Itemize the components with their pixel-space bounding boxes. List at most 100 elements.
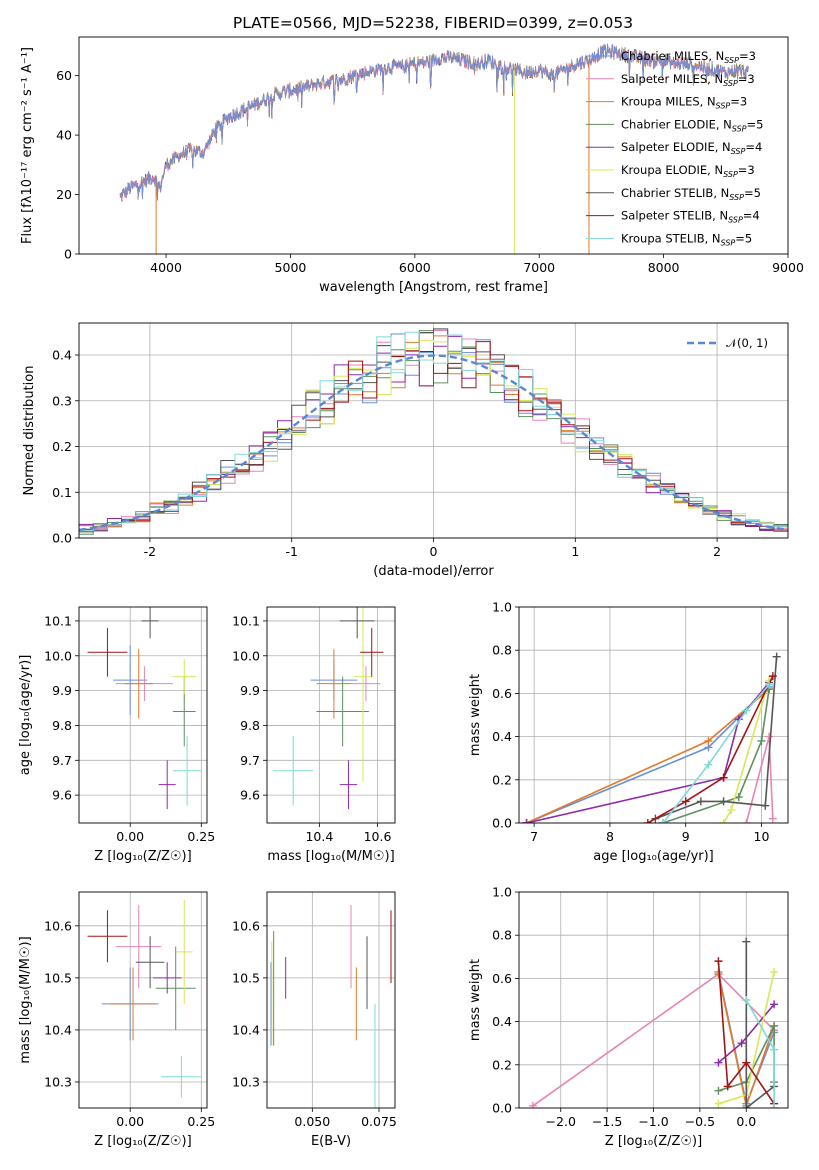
weight-series bbox=[662, 684, 770, 823]
y-tick-label: 10.5 bbox=[44, 970, 72, 985]
weight-marker bbox=[742, 706, 751, 715]
y-tick-label: 10.0 bbox=[44, 648, 72, 663]
spectrum-line bbox=[119, 43, 749, 201]
x-tick-label: 7000 bbox=[523, 260, 555, 275]
weight-marker bbox=[765, 732, 774, 741]
data-point bbox=[172, 659, 196, 695]
legend-entry: 𝒩(0, 1) bbox=[726, 336, 768, 350]
x-tick-label: 10.6 bbox=[364, 829, 392, 844]
y-tick-label: 0.1 bbox=[52, 485, 72, 500]
residual-histogram bbox=[79, 331, 788, 538]
mass_vs_z-grid bbox=[79, 892, 207, 1108]
x-axis-label: E(B-V) bbox=[311, 1134, 351, 1149]
x-tick-label: 0.00 bbox=[116, 829, 144, 844]
y-axis-label: mass [log₁₀(M/M☉)] bbox=[18, 936, 33, 1063]
weight-marker bbox=[696, 797, 705, 806]
y-tick-label: 10.0 bbox=[232, 648, 260, 663]
mass_vs_ebv-chart: 0.050 0.075 10.3 10.4 10.5 10.6 E(B-V) bbox=[232, 891, 397, 1149]
weight-series bbox=[655, 656, 778, 820]
x-tick-label: -2 bbox=[144, 544, 156, 559]
y-tick-label: 10.5 bbox=[232, 970, 260, 985]
weight-marker bbox=[522, 819, 531, 823]
x-tick-label: 8000 bbox=[648, 260, 680, 275]
data-point bbox=[354, 607, 372, 782]
y-tick-label: 9.6 bbox=[52, 788, 72, 803]
weight-marker bbox=[757, 736, 766, 745]
weight-marker bbox=[681, 797, 690, 806]
y-tick-label: 0 bbox=[64, 247, 72, 262]
x-tick-label: 0.075 bbox=[361, 1114, 397, 1129]
data-point bbox=[316, 648, 352, 719]
weight-marker bbox=[643, 819, 652, 823]
y-axis-label: age [log₁₀(age/yr)] bbox=[18, 655, 33, 776]
x-tick-label: −1.0 bbox=[638, 1114, 668, 1129]
y-axis-label: Flux [fλ10⁻¹⁷ erg cm⁻² s⁻¹ A⁻¹] bbox=[20, 47, 35, 244]
mass_weight_vs_z-frame bbox=[518, 891, 789, 1109]
weight-marker bbox=[770, 1045, 779, 1054]
weight-marker bbox=[742, 819, 751, 823]
legend-entry: Salpeter MILES, NSSP=3 bbox=[621, 72, 755, 88]
weight-marker bbox=[719, 773, 728, 782]
data-point bbox=[124, 648, 153, 719]
age_vs_mass-chart: 10.4 10.6 9.6 9.7 9.8 9.9 10.0 10.1 mass [log₁₀(… bbox=[232, 606, 396, 864]
y-tick-label: 0.4 bbox=[492, 1014, 512, 1029]
y-tick-label: 0.0 bbox=[52, 531, 72, 546]
weight-series bbox=[647, 675, 774, 823]
weight-marker bbox=[658, 819, 667, 823]
weight-marker bbox=[737, 1039, 746, 1048]
data-point bbox=[152, 962, 182, 994]
y-tick-label: 10.6 bbox=[44, 918, 72, 933]
data-point bbox=[87, 910, 128, 963]
y-tick-label: 9.7 bbox=[240, 753, 260, 768]
mass_weight_vs_age-grid bbox=[519, 606, 788, 824]
data-point bbox=[161, 1055, 202, 1098]
x-tick-label: 9000 bbox=[772, 260, 804, 275]
y-tick-label: 0.8 bbox=[492, 643, 512, 658]
x-axis-label: age [log₁₀(age/yr)] bbox=[593, 849, 714, 864]
data-point bbox=[360, 627, 384, 677]
x-tick-label: 7 bbox=[530, 829, 538, 844]
age_vs_z-grid bbox=[79, 607, 207, 823]
y-tick-label: 10.3 bbox=[44, 1074, 72, 1089]
y-tick-label: 0.0 bbox=[492, 816, 512, 831]
weight-marker bbox=[714, 1099, 723, 1108]
legend-entry: Salpeter ELODIE, NSSP=4 bbox=[621, 140, 762, 156]
data-point bbox=[113, 645, 148, 715]
mass_weight_vs_age-chart: 7 8 9 10 0.0 0.2 0.4 0.6 0.8 1.0 age [log₁₀(age/yr… bbox=[468, 600, 789, 864]
y-axis-label: Normed distribution bbox=[22, 366, 37, 496]
x-tick-label: 0.00 bbox=[116, 1114, 144, 1129]
weight-marker bbox=[770, 1000, 779, 1009]
x-axis-label: Z [log₁₀(Z/Z☉)] bbox=[94, 849, 191, 864]
mass_weight_vs_age-frame bbox=[518, 606, 789, 824]
weight-marker bbox=[704, 736, 713, 745]
y-tick-label: 10.3 bbox=[232, 1074, 260, 1089]
y-tick-label: 10.1 bbox=[232, 613, 260, 628]
y-tick-label: 9.6 bbox=[240, 788, 260, 803]
weight-marker bbox=[704, 760, 713, 769]
y-tick-label: 9.8 bbox=[52, 718, 72, 733]
y-tick-label: 10.4 bbox=[44, 1022, 72, 1037]
mass_vs_z-marks bbox=[87, 899, 202, 1098]
data-point bbox=[110, 967, 156, 1041]
y-tick-label: 10.6 bbox=[232, 918, 260, 933]
x-tick-label: 10.4 bbox=[305, 829, 333, 844]
y-tick-label: 0.2 bbox=[52, 439, 72, 454]
mass_vs_z-frame bbox=[78, 891, 208, 1109]
data-point bbox=[115, 905, 162, 989]
x-tick-label: 0 bbox=[430, 544, 438, 559]
legend-entry: Chabrier ELODIE, NSSP=5 bbox=[621, 117, 763, 133]
x-tick-label: 0.25 bbox=[187, 1114, 215, 1129]
age_vs_z-frame bbox=[78, 606, 208, 824]
y-axis-label: mass weight bbox=[468, 959, 483, 1041]
weight-marker bbox=[765, 680, 774, 689]
spectrum-frame bbox=[78, 36, 789, 255]
y-tick-label: 0.3 bbox=[52, 393, 72, 408]
x-tick-label: −2.0 bbox=[546, 1114, 576, 1129]
weight-marker bbox=[768, 672, 777, 681]
figure-title: PLATE=0566, MJD=52238, FIBERID=0399, z=0… bbox=[233, 14, 633, 32]
mass_weight_vs_age-marks bbox=[522, 652, 781, 823]
weight-marker bbox=[528, 1101, 537, 1108]
y-tick-label: 9.7 bbox=[52, 753, 72, 768]
legend-entry: Kroupa STELIB, NSSP=5 bbox=[621, 231, 752, 247]
